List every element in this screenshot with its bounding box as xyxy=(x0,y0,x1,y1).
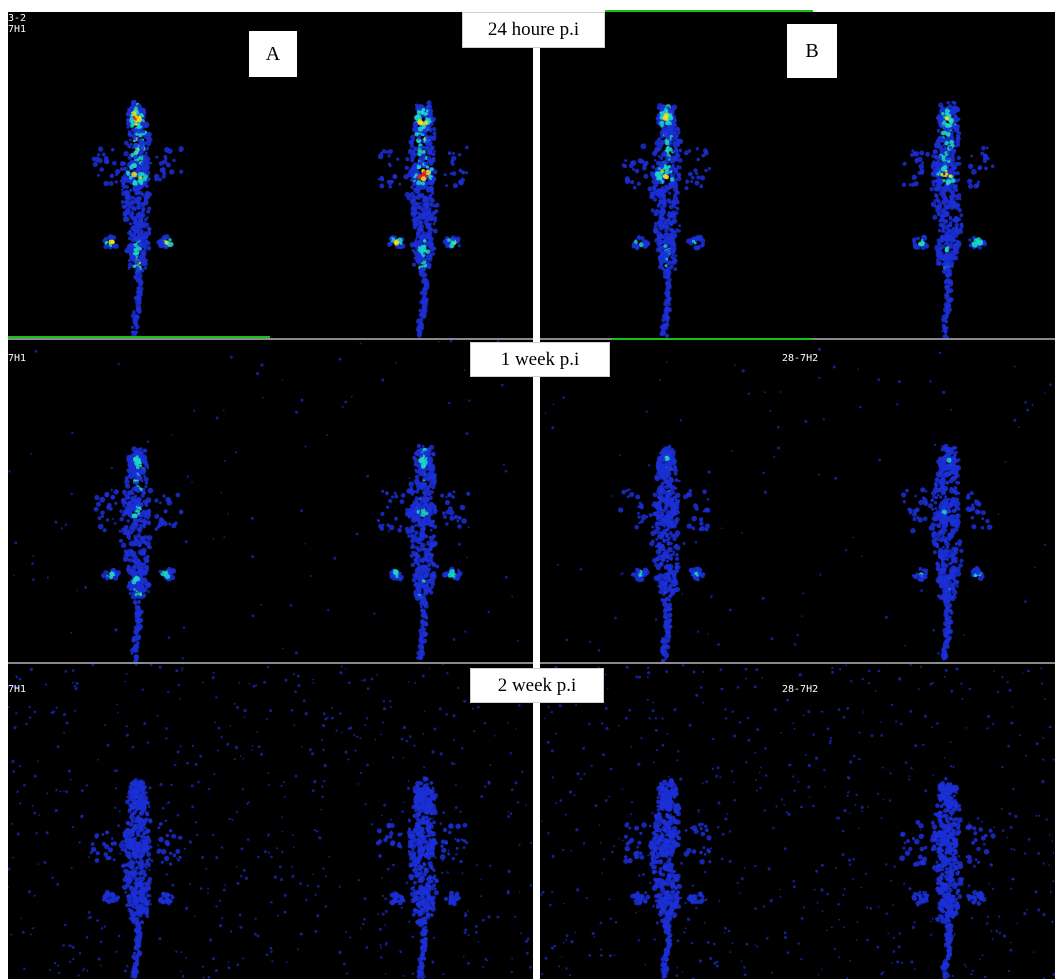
scan-image-row3-right xyxy=(540,664,1055,979)
green-line-row1-right xyxy=(612,338,812,340)
corner-label-row2-left: 7H1 xyxy=(8,353,27,364)
green-line-row1-left xyxy=(8,336,270,338)
panel-row3-right xyxy=(540,664,1055,979)
time-label-1-week: 1 week p.i xyxy=(470,342,610,377)
row-separator-2 xyxy=(8,662,1055,664)
group-label-a: A xyxy=(249,31,297,77)
scan-image-row2-right xyxy=(544,347,1052,662)
group-label-b: B xyxy=(787,24,837,78)
panel-row2-left xyxy=(8,340,533,662)
scan-image-row1-left xyxy=(91,99,469,338)
time-label-24-hour: 24 houre p.i xyxy=(462,12,605,48)
scan-image-row2-left xyxy=(8,340,532,662)
panel-row2-right xyxy=(540,340,1055,662)
green-line-top xyxy=(605,10,813,12)
scan-image-row3-left xyxy=(8,664,533,979)
corner-label-row1-left: 3-2 7H1 xyxy=(8,13,27,35)
corner-label-row2-right: 28-7H2 xyxy=(782,353,819,364)
row-separator-1 xyxy=(8,338,1055,340)
time-label-2-week: 2 week p.i xyxy=(470,668,604,703)
corner-label-row3-left: 7H1 xyxy=(8,684,27,695)
scan-image-row1-right xyxy=(621,100,995,338)
panel-row3-left xyxy=(8,664,533,979)
corner-label-row3-right: 28-7H2 xyxy=(782,684,819,695)
column-separator xyxy=(533,48,540,979)
